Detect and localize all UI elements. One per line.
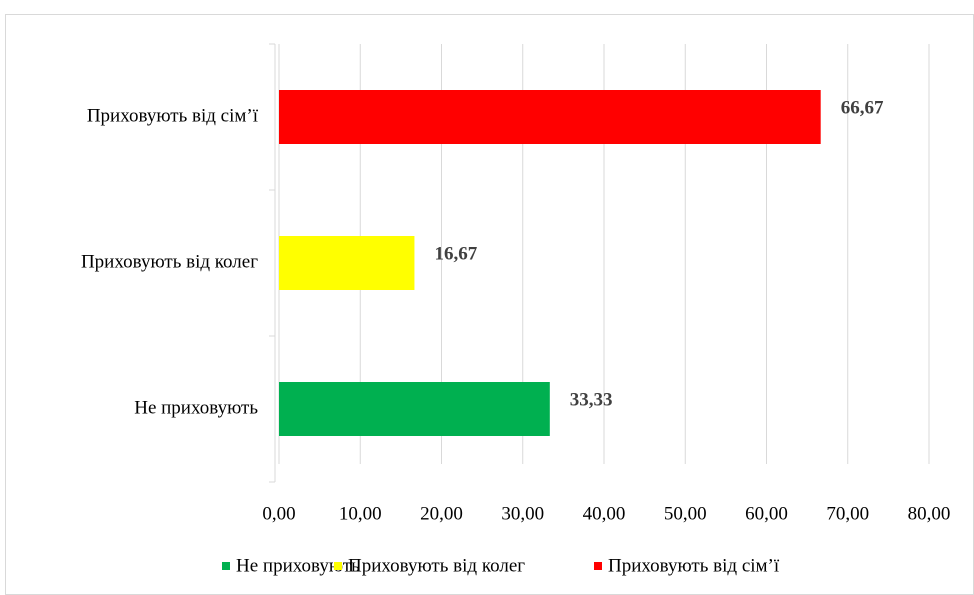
legend-label: Приховують від колег — [348, 555, 525, 576]
x-tick-label: 30,00 — [501, 503, 544, 524]
legend-label: Приховують від сім’ї — [608, 555, 780, 576]
x-tick-label: 60,00 — [745, 503, 788, 524]
legend-swatch — [334, 562, 342, 570]
y-tick-label: Приховують від колег — [81, 251, 258, 272]
x-tick-label: 10,00 — [339, 503, 382, 524]
x-tick-label: 40,00 — [583, 503, 626, 524]
bar — [279, 90, 821, 144]
x-tick-label: 50,00 — [664, 503, 707, 524]
legend-label: Не приховують — [236, 555, 360, 576]
y-tick-label: Не приховують — [134, 397, 258, 418]
data-label: 16,67 — [434, 243, 477, 264]
bar — [279, 236, 415, 290]
y-tick-label: Приховують від сім’ї — [87, 105, 259, 126]
x-tick-label: 80,00 — [908, 503, 951, 524]
data-label: 66,67 — [841, 97, 884, 118]
x-tick-label: 70,00 — [826, 503, 869, 524]
x-tick-label: 0,00 — [262, 503, 295, 524]
data-label: 33,33 — [570, 389, 613, 410]
x-tick-label: 20,00 — [420, 503, 463, 524]
legend-swatch — [594, 562, 602, 570]
legend-swatch — [222, 562, 230, 570]
bar — [279, 382, 550, 436]
